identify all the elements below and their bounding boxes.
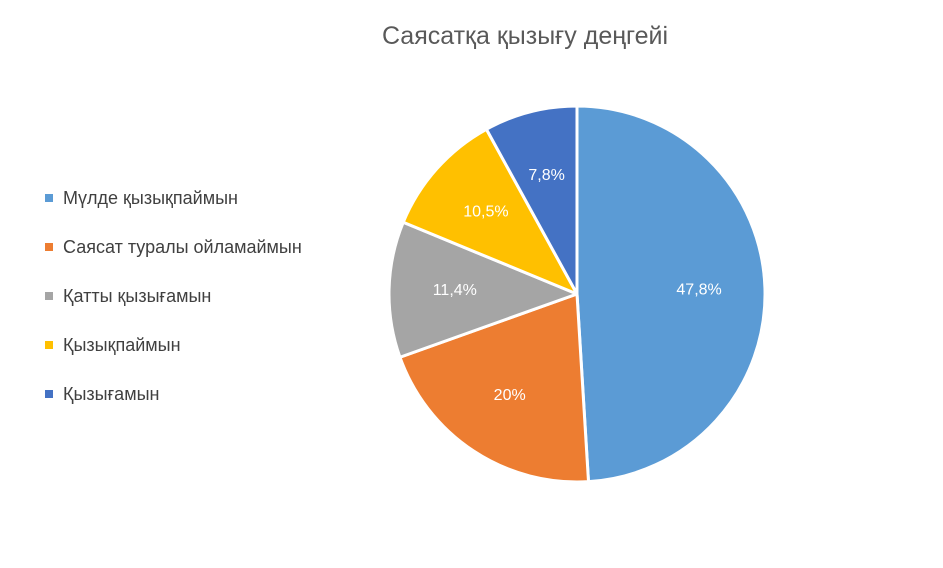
legend-label: Қызығамын — [63, 383, 160, 404]
data-label: 7,8% — [528, 167, 564, 184]
legend-item: Қызықпаймын — [45, 333, 302, 357]
chart-title: Саясатқа қызығу деңгейі — [381, 22, 669, 50]
legend-swatch — [45, 194, 53, 202]
legend-item: Мүлде қызықпаймын — [45, 186, 302, 210]
data-label: 10,5% — [463, 204, 508, 221]
legend-label: Мүлде қызықпаймын — [63, 187, 238, 208]
legend-item: Қатты қызығамын — [45, 284, 302, 308]
legend: Мүлде қызықпаймын Саясат туралы ойламайм… — [45, 186, 302, 431]
legend-swatch — [45, 243, 53, 251]
legend-label: Қызықпаймын — [63, 334, 181, 355]
legend-swatch — [45, 390, 53, 398]
pie-slice — [387, 220, 579, 359]
data-label: 47,8% — [676, 282, 721, 299]
legend-label: Қатты қызығамын — [63, 285, 212, 306]
pie-slice — [484, 104, 579, 296]
legend-label: Саясат туралы ойламаймын — [63, 236, 302, 257]
legend-swatch — [45, 292, 53, 300]
data-label: 20% — [494, 387, 526, 404]
pie-slice — [401, 127, 579, 296]
legend-item: Қызығамын — [45, 382, 302, 406]
pie-slice — [575, 104, 767, 484]
data-label: 11,4% — [433, 282, 477, 299]
legend-item: Саясат туралы ойламаймын — [45, 235, 302, 259]
legend-swatch — [45, 341, 53, 349]
